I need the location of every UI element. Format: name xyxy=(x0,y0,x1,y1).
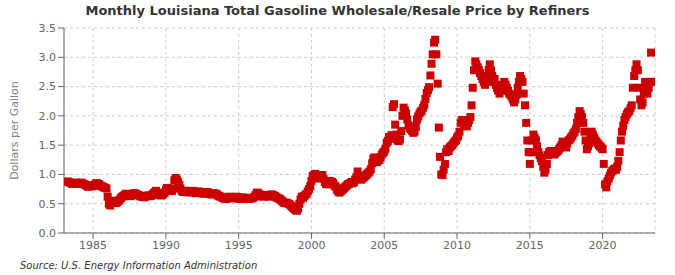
svg-text:2005: 2005 xyxy=(370,239,398,252)
svg-text:2000: 2000 xyxy=(297,239,325,252)
svg-text:2.5: 2.5 xyxy=(39,80,57,93)
svg-text:3.0: 3.0 xyxy=(39,51,57,64)
svg-text:1.5: 1.5 xyxy=(39,139,57,152)
svg-text:0.0: 0.0 xyxy=(39,227,57,240)
svg-text:1995: 1995 xyxy=(225,239,253,252)
svg-text:Dollars per Gallon: Dollars per Gallon xyxy=(8,81,21,180)
svg-text:2020: 2020 xyxy=(589,239,617,252)
html-text:Source: U.S. Energy Informatio: Source: U.S. Energy Information Administ… xyxy=(20,260,258,271)
html-text:Monthly Louisiana Total Gasoli: Monthly Louisiana Total Gasoline Wholesa… xyxy=(85,3,590,18)
svg-text:2.0: 2.0 xyxy=(39,110,57,123)
svg-text:0.5: 0.5 xyxy=(39,198,57,211)
svg-text:2010: 2010 xyxy=(443,239,471,252)
svg-text:1985: 1985 xyxy=(79,239,107,252)
svg-text:3.5: 3.5 xyxy=(39,22,57,35)
svg-text:2015: 2015 xyxy=(516,239,544,252)
svg-text:1990: 1990 xyxy=(152,239,180,252)
svg-text:1.0: 1.0 xyxy=(39,168,57,181)
